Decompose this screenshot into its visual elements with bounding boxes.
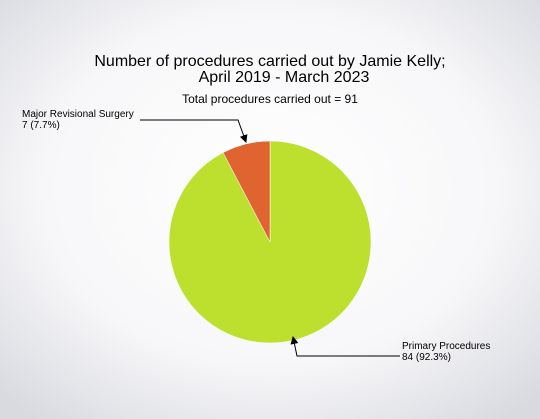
- leader-line: [140, 119, 248, 143]
- leader-line: [290, 336, 400, 357]
- value-label: 7 (7.7%): [22, 120, 60, 131]
- chart-title: Number of procedures carried out by Jami…: [94, 53, 445, 70]
- chart-title: April 2019 - March 2023: [199, 69, 370, 86]
- slice-label: Primary Procedures: [402, 341, 490, 352]
- value-label: 84 (92.3%): [402, 352, 451, 363]
- pie: [168, 140, 372, 344]
- pie-slice: [222, 140, 271, 243]
- slice-label: Major Revisional Surgery: [22, 109, 134, 120]
- chart-subtitle: Total procedures carried out = 91: [182, 92, 358, 106]
